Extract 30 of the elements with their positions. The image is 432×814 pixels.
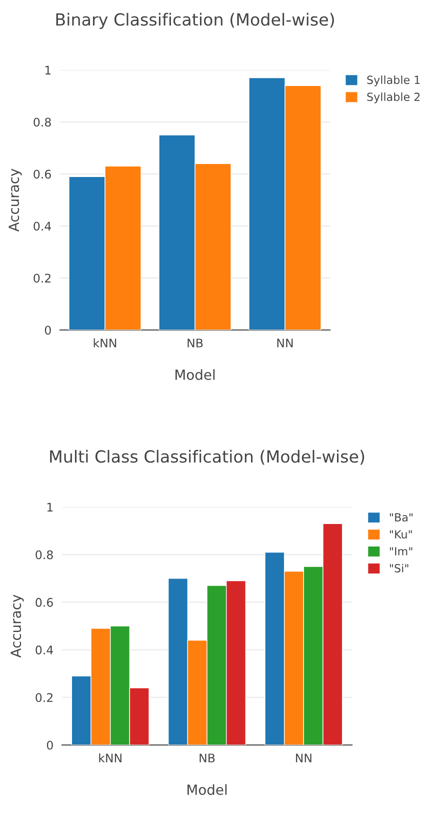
x-tick-label: kNN (99, 753, 122, 762)
chart-title: Multi Class Classification (Model-wise) (50, 450, 364, 465)
y-tick-label: 0 (46, 740, 53, 750)
x-tick-label: NN (296, 754, 312, 762)
y-tick-label: 0.8 (36, 550, 53, 560)
y-axis-title: Accuracy (8, 168, 22, 232)
legend-label: "Ba" (390, 513, 412, 522)
y-tick-label: 1 (45, 66, 51, 74)
y-tick-label: 0.2 (36, 693, 52, 702)
y-tick-label: 1 (47, 502, 53, 512)
legend-label: Syllable 1 (367, 75, 420, 86)
y-tick-label: 0.6 (34, 170, 51, 179)
chart-title: Binary Classification (Model-wise) (56, 12, 334, 30)
y-tick-label: 0.4 (34, 222, 52, 231)
x-tick-label: NN (277, 338, 293, 348)
x-axis-title: Model (176, 369, 215, 380)
y-axis-title: Accuracy (10, 594, 24, 658)
y-tick-label: 0.2 (34, 274, 50, 283)
y-tick-label: 0.4 (36, 646, 54, 654)
legend-label: "Si" (390, 564, 408, 572)
legend-label: "Im" (390, 547, 412, 556)
x-tick-label: kNN (94, 338, 116, 348)
y-tick-label: 0.6 (36, 598, 53, 607)
legend-label: "Ku" (390, 530, 412, 538)
y-tick-label: 0 (44, 326, 51, 335)
y-tick-label: 0.8 (34, 118, 51, 127)
legend-label: Syllable 2 (367, 92, 420, 104)
x-tick-label: NB (188, 338, 203, 348)
x-tick-label: NB (200, 754, 215, 762)
x-axis-title: Model (188, 784, 227, 795)
